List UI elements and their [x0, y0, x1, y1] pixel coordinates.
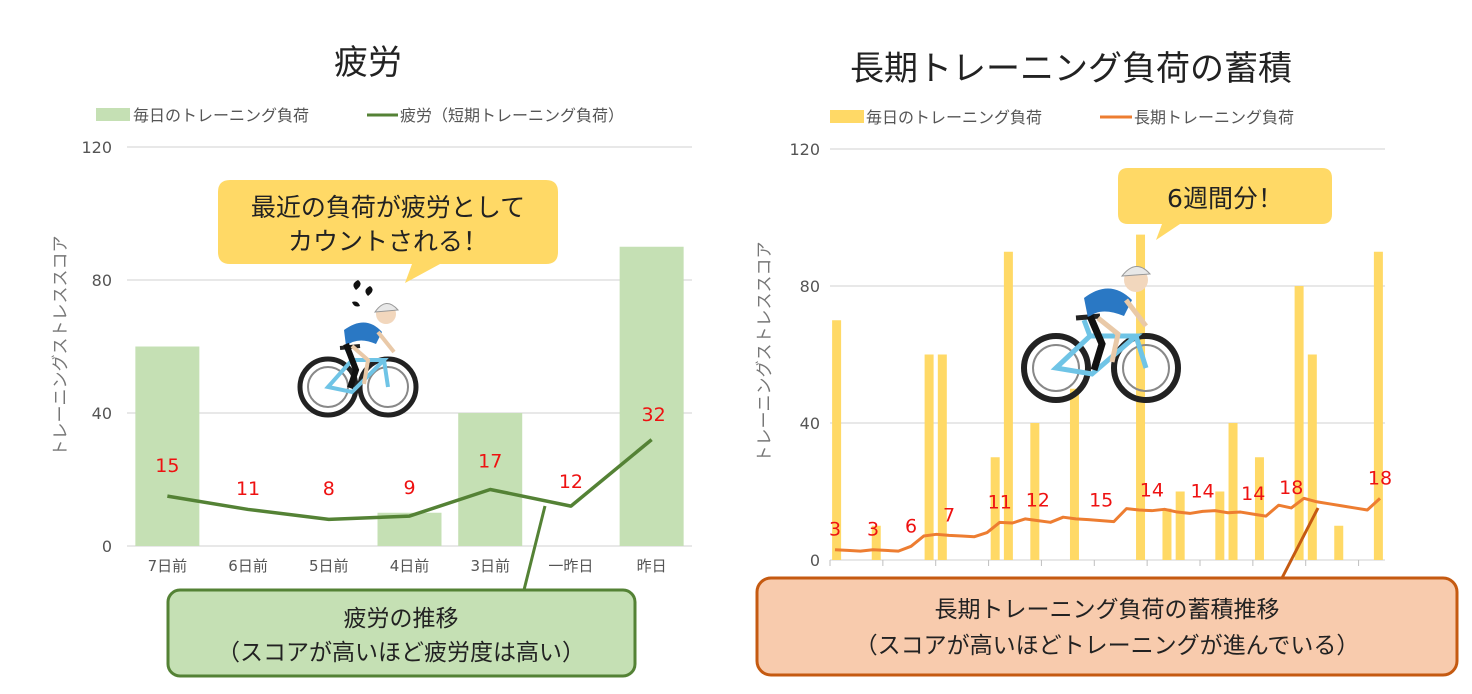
- right-data-label: 3: [867, 519, 879, 541]
- right-bar: [990, 457, 1000, 560]
- left-bar: [458, 413, 523, 546]
- right-chart-title: 長期トレーニング負荷の蓄積: [850, 49, 1292, 89]
- right-data-label: 6: [905, 515, 917, 537]
- left-y-axis-label: トレーニングストレススコア: [51, 236, 71, 457]
- left-legend-bar-swatch: [96, 108, 130, 121]
- right-bar: [1162, 508, 1172, 560]
- left-note-line-1: 疲労の推移: [344, 606, 459, 632]
- left-x-categories: 7日前 6日前 5日前 4日前 3日前 一昨日 昨日: [148, 557, 667, 575]
- right-data-label: 18: [1279, 477, 1303, 499]
- left-x-category-label: 3日前: [470, 557, 510, 575]
- right-bar: [1307, 354, 1317, 560]
- left-bars: [135, 246, 684, 546]
- left-data-label: 15: [155, 455, 179, 477]
- right-data-label: 14: [1190, 480, 1214, 502]
- right-line-series: [834, 496, 1382, 553]
- left-callout: 最近の負荷が疲労として カウントされる！: [218, 180, 558, 283]
- right-data-label: 11: [988, 491, 1012, 513]
- left-note-line-2: （スコアが高いほど疲労度は高い）: [217, 640, 585, 666]
- left-x-category-label: 7日前: [148, 557, 188, 575]
- right-data-label: 7: [943, 504, 955, 526]
- right-y-axis-label: トレーニングストレススコア: [755, 242, 775, 463]
- left-data-label: 9: [403, 477, 415, 499]
- right-legend: 毎日のトレーニング負荷 長期トレーニング負荷: [830, 108, 1294, 127]
- left-x-category-label: 昨日: [637, 557, 667, 575]
- right-legend-bar-swatch: [830, 110, 864, 123]
- right-bar: [1215, 491, 1225, 560]
- left-y-tick-label: 120: [81, 138, 112, 157]
- right-y-tick-label: 80: [800, 277, 820, 296]
- right-legend-bar-label: 毎日のトレーニング負荷: [866, 108, 1042, 127]
- left-x-category-label: 5日前: [309, 557, 349, 575]
- right-data-label: 15: [1089, 490, 1113, 512]
- right-bar: [832, 320, 842, 560]
- right-gridlines: [830, 148, 1385, 561]
- right-bar: [1373, 251, 1383, 560]
- left-line-series: [167, 438, 653, 522]
- right-note-line-2: （スコアが高いほどトレーニングが進んでいる）: [855, 633, 1360, 659]
- left-data-labels: 15 11 8 9 17 12 32: [155, 404, 665, 500]
- left-chart-title: 疲労: [334, 43, 402, 83]
- left-data-label: 17: [478, 450, 502, 472]
- right-note-box: 長期トレーニング負荷の蓄積推移 （スコアが高いほどトレーニングが進んでいる）: [755, 507, 1459, 677]
- left-legend-line-label: 疲労（短期トレーニング負荷）: [400, 106, 624, 125]
- right-callout: 6週間分！: [1118, 168, 1332, 240]
- right-bar: [924, 354, 934, 560]
- left-legend-bar-label: 毎日のトレーニング負荷: [133, 106, 309, 125]
- right-y-tick-label: 120: [789, 140, 820, 159]
- left-y-tick-label: 0: [102, 537, 112, 556]
- right-legend-line-label: 長期トレーニング負荷: [1134, 108, 1294, 127]
- right-bar: [871, 525, 881, 560]
- left-data-label: 8: [323, 478, 335, 500]
- left-callout-line-1: 最近の負荷が疲労として: [251, 193, 525, 222]
- right-bar: [1294, 286, 1304, 560]
- left-x-category-label: 4日前: [390, 557, 430, 575]
- left-data-label: 32: [642, 404, 666, 426]
- right-data-label: 12: [1026, 490, 1050, 512]
- left-data-label: 11: [236, 478, 260, 500]
- left-x-category-label: 6日前: [228, 557, 268, 575]
- left-y-tick-label: 40: [92, 404, 112, 423]
- left-note-box: 疲労の推移 （スコアが高いほど疲労度は高い）: [166, 505, 637, 678]
- left-bar: [135, 346, 200, 546]
- left-bar: [619, 246, 684, 546]
- right-data-labels: 3 3 6 7 11 12 15 14 14 14 18 18: [829, 467, 1392, 540]
- right-y-tick-label: 40: [800, 414, 820, 433]
- right-bar: [1030, 423, 1040, 560]
- right-data-label: 18: [1368, 467, 1392, 489]
- right-bar: [1175, 491, 1185, 560]
- right-data-label: 3: [829, 519, 841, 541]
- cyclist-illustration: [297, 280, 419, 418]
- right-bar: [1069, 388, 1079, 560]
- right-bar: [1228, 423, 1238, 560]
- right-bar: [1334, 525, 1344, 560]
- right-bar: [1003, 251, 1013, 560]
- right-y-ticks: 0 40 80 120: [789, 140, 820, 570]
- left-x-category-label: 一昨日: [548, 557, 593, 575]
- right-bar: [937, 354, 947, 560]
- left-y-ticks: 0 40 80 120: [81, 138, 112, 556]
- left-line-path: [167, 438, 653, 522]
- left-callout-line-2: カウントされる！: [288, 227, 488, 256]
- right-line-path: [834, 496, 1382, 553]
- right-note-line-1: 長期トレーニング負荷の蓄積推移: [935, 597, 1280, 623]
- right-callout-text: 6週間分！: [1167, 184, 1283, 213]
- right-x-tick-marks: [829, 560, 1360, 566]
- cyclist-illustration: [1021, 266, 1181, 403]
- right-data-label: 14: [1241, 483, 1265, 505]
- right-y-tick-label: 0: [810, 551, 820, 570]
- left-legend: 毎日のトレーニング負荷 疲労（短期トレーニング負荷）: [96, 106, 624, 125]
- right-data-label: 14: [1140, 480, 1164, 502]
- left-y-tick-label: 80: [92, 271, 112, 290]
- right-bar: [1254, 457, 1264, 560]
- left-data-label: 12: [559, 471, 583, 493]
